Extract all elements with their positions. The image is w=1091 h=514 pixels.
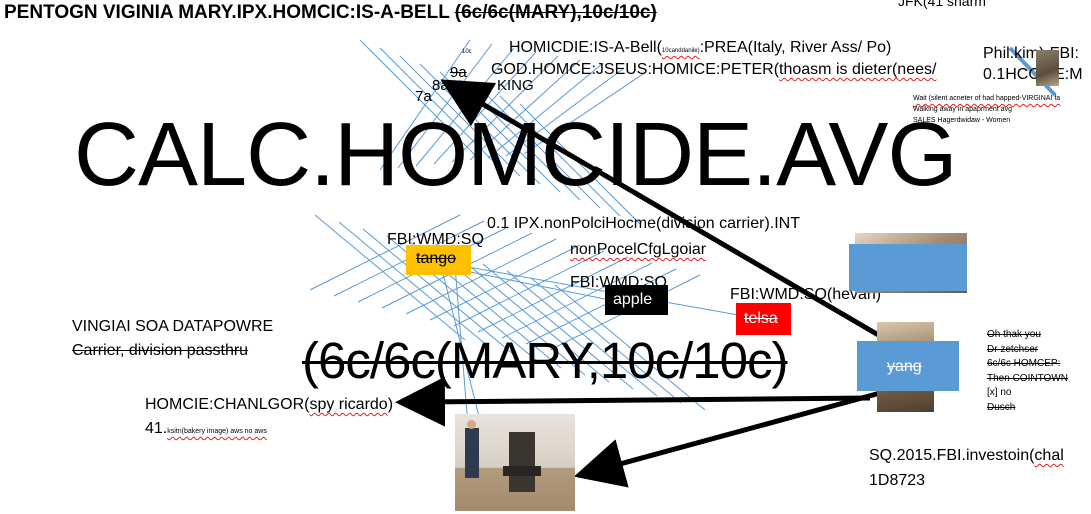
wait-note-line2: Walking away in apaprment avg [913,106,1012,113]
telsa-box: telsa [736,303,791,335]
yang-label: yang [887,358,922,375]
sq-prefix: SQ.2015.FBI.investoin( [869,447,1035,464]
sq-line1: SQ.2015.FBI.investoin(chal [869,447,1064,465]
wait-note-line1: Wait (silent acneter of had happed-VIRGI… [913,95,1060,103]
big-fraction: (6c/6c(MARY,10c/10c) [302,332,788,389]
title-main: PENTOGN VIGINIA MARY.IPX.HOMCIC:IS-A-BEL… [4,2,455,23]
homicide-suffix: :PREA(Italy, River Ass/ Po) [699,39,892,56]
god-struck: thoasm is dieter(nees/ [779,61,937,78]
big-title: CALC.HOMCIDE.AVG [74,105,957,205]
right-list-item: Dusch [987,401,1016,413]
vingiai-line1: VINGIAI SOA DATAPOWRE [72,318,274,335]
vingiai-line2: Carrier, division passthru [72,342,249,359]
wait-note-text1: Wait (silent acneter of had happed-VIRGI… [913,95,1061,102]
person-photo-top-right [1036,50,1059,86]
yang-box: yang [857,341,959,391]
apple-label: apple [613,291,653,308]
black-arrow [395,376,871,427]
grid-label-9a: 9a [450,64,467,81]
non-police-line: nonPocelCfgLgoiar [570,241,706,259]
tango-label: tango [416,250,457,267]
right-list-item: [x] no [987,387,1012,398]
right-list-item: Then COINTOWN [987,372,1068,384]
god-prefix: GOD.HOMCE:JSEUS:HOMICE:PETER( [491,61,780,78]
top-right-text: JFK(41 sharm [898,0,986,9]
right-list-item: Oh thak you [987,329,1041,340]
homicide-line: HOMICDIE:IS-A-Bell(10canddanile):PREA(It… [509,39,891,57]
num41-small: ksitn(bakery image) aws no aws [167,428,267,435]
fbi-wmd-label-1: FBI:WMD:SQ [387,231,484,248]
chanlgor-prefix: HOMCIE:CHANLGOR( [145,396,310,413]
apple-box: apple [605,285,668,315]
ipx-line: 0.1 IPX.nonPolciHocme(division carrier).… [487,215,800,232]
electric-chair-photo [455,414,575,511]
right-list-item: Dr zetchser [987,343,1039,355]
title-struck: (6c/6c(MARY),10c/10c) [454,2,657,23]
num41-line: 41.ksitn(bakery image) aws no aws [145,420,267,438]
num41-main: 41. [145,420,168,437]
phil-line1: Phil.kim)-FBI: [983,45,1079,62]
right-list-item: 6c/6c HOMCEP: [987,358,1061,369]
homicide-prefix: HOMICDIE:IS-A-Bell( [509,39,662,56]
sq-line2: 1D8723 [869,472,926,489]
grid-label-king: KING [497,77,534,94]
wait-note-line3: SALES Hagerdwidaw - Women [913,117,1011,124]
page-title: PENTOGN VIGINIA MARY.IPX.HOMCIC:IS-A-BEL… [4,2,657,24]
big-fraction-text: (6c/6c(MARY,10c/10c) [302,332,788,389]
fbi-wmd-label-3: FBI:WMD:SQ(hevan) [730,286,882,303]
blue-box-upper [849,244,967,291]
god-line: GOD.HOMCE:JSEUS:HOMICE:PETER(thoasm is d… [491,61,936,79]
non-police-text: nonPocelCfgLgoiar [570,241,707,258]
grid-label-7a: 7a [415,88,432,105]
grid-label-8a: 8a [432,77,449,94]
sq-rest: chal [1034,447,1064,464]
grid-label-10c: 10c [462,49,472,55]
chanlgor-suffix: ) [387,396,394,413]
tango-box: tango [406,245,471,275]
homcie-chanlgor: HOMCIE:CHANLGOR(spy ricardo) [145,396,393,414]
telsa-label: telsa [744,310,778,327]
phil-line2: 0.1HCOME:M [983,66,1083,83]
homicide-small: 10canddanile) [661,48,700,54]
right-list: Oh thak you Dr zetchser 6c/6c HOMCEP: Then … [987,328,1068,415]
chanlgor-struck: spy ricardo [309,396,388,413]
